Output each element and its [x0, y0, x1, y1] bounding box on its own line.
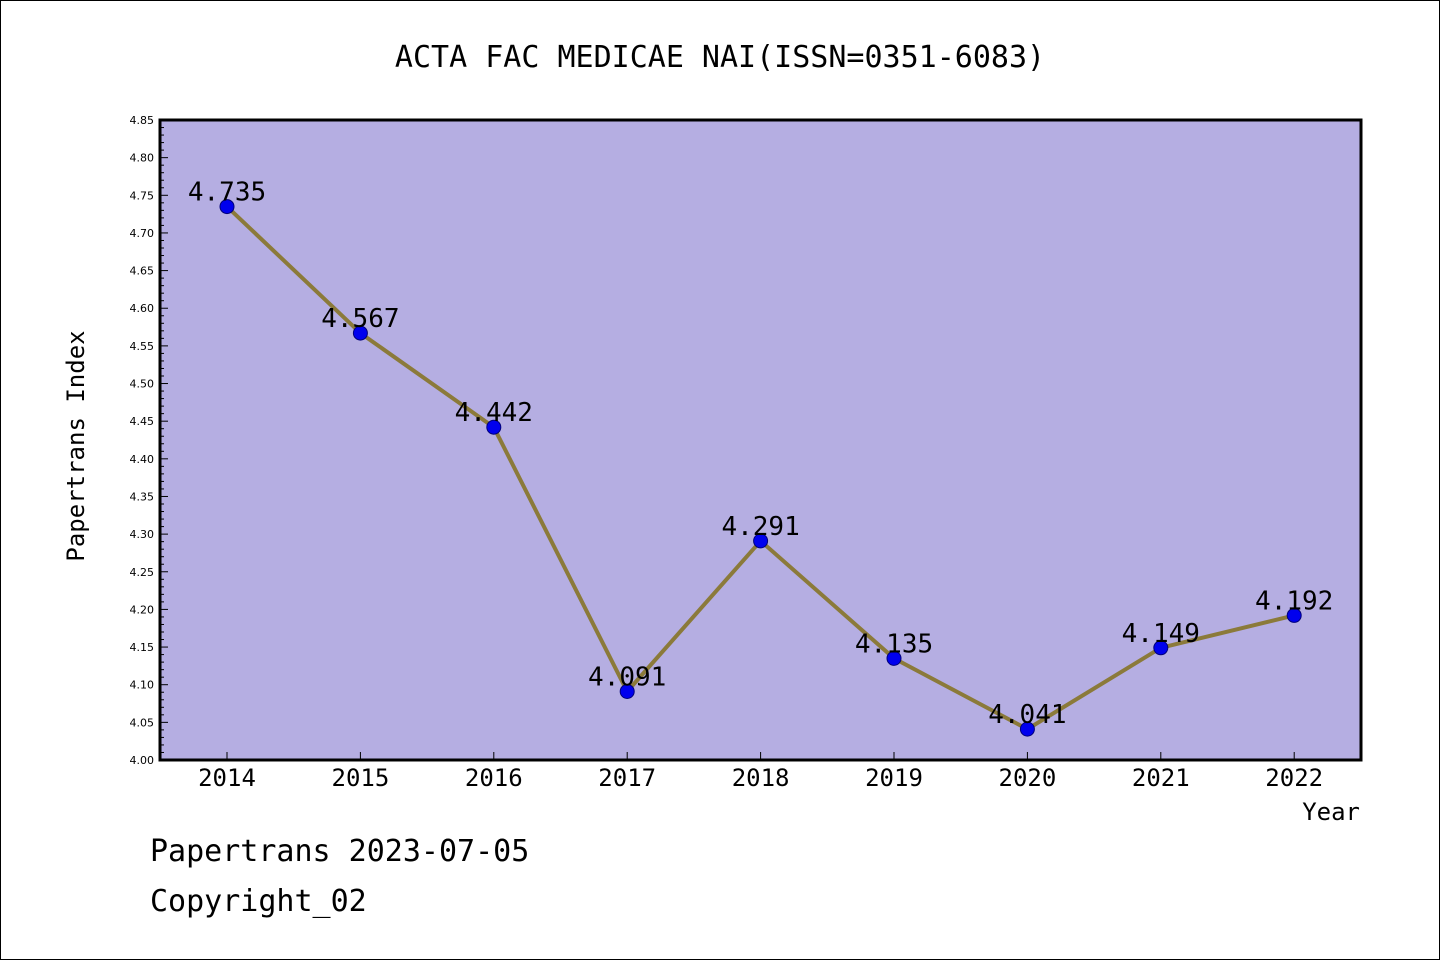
y-axis: 4.00 4.05 4.10 4.15 4.20 4.25 4.30 4.35 4.40 4.45… — [130, 114, 168, 767]
data-point — [352, 325, 368, 341]
data-point — [1153, 640, 1169, 656]
y-axis-label: Papertrans Index — [62, 330, 90, 561]
y-tick-label: 4.65 — [130, 265, 155, 278]
x-tick-label: 2019 — [865, 764, 923, 792]
x-tick-label: 2014 — [198, 764, 256, 792]
y-tick-label: 4.20 — [130, 603, 155, 616]
y-tick-label: 4.50 — [130, 378, 155, 391]
y-tick-label: 4.55 — [130, 340, 155, 353]
data-label: 4.135 — [855, 629, 933, 659]
data-point — [1286, 607, 1302, 623]
y-tick-label: 4.10 — [130, 679, 155, 692]
y-tick-label: 4.80 — [130, 152, 155, 165]
y-tick-label: 4.05 — [130, 716, 155, 729]
y-tick-label: 4.35 — [130, 490, 155, 503]
x-tick-label: 2018 — [732, 764, 790, 792]
data-label: 4.091 — [588, 662, 666, 692]
data-point — [886, 650, 902, 666]
data-label: 4.291 — [721, 512, 799, 542]
data-label: 4.149 — [1122, 619, 1200, 649]
y-tick-label: 4.25 — [130, 566, 155, 579]
x-tick-label: 2021 — [1132, 764, 1190, 792]
x-tick-label: 2016 — [465, 764, 523, 792]
series-group: 4.735 4.567 4.442 4.091 4.291 4.135 4.041 4.149… — [188, 178, 1333, 737]
x-tick-label: 2022 — [1265, 764, 1323, 792]
chart-title: ACTA FAC MEDICAE NAI(ISSN=0351-6083) — [395, 40, 1045, 75]
y-tick-label: 4.70 — [130, 227, 155, 240]
y-tick-label: 4.45 — [130, 415, 155, 428]
data-label: 4.735 — [188, 178, 266, 208]
plot-area — [158, 118, 1363, 762]
data-label: 4.567 — [321, 304, 399, 334]
y-tick-label: 4.60 — [130, 302, 155, 315]
x-tick-label: 2017 — [598, 764, 656, 792]
data-label: 4.192 — [1255, 586, 1333, 616]
data-point — [753, 533, 769, 549]
footer-date: Papertrans 2023-07-05 — [150, 834, 530, 869]
x-tick-label: 2020 — [999, 764, 1057, 792]
data-point — [219, 199, 235, 215]
data-label: 4.442 — [455, 398, 533, 428]
x-tick-label: 2015 — [332, 764, 390, 792]
data-point — [619, 683, 635, 699]
data-label: 4.041 — [988, 700, 1066, 730]
y-tick-label: 4.00 — [130, 754, 155, 767]
data-point — [486, 419, 502, 435]
footer-copyright: Copyright_02 — [150, 884, 367, 919]
x-axis: 2014 2015 2016 2017 2018 2019 2020 2021 2022 — [198, 752, 1323, 792]
y-tick-label: 4.30 — [130, 528, 155, 541]
x-axis-label: Year — [1302, 798, 1360, 826]
y-tick-label: 4.85 — [130, 114, 155, 127]
y-tick-label: 4.40 — [130, 453, 155, 466]
y-tick-label: 4.75 — [130, 189, 155, 202]
data-point — [1019, 721, 1035, 737]
y-tick-label: 4.15 — [130, 641, 155, 654]
